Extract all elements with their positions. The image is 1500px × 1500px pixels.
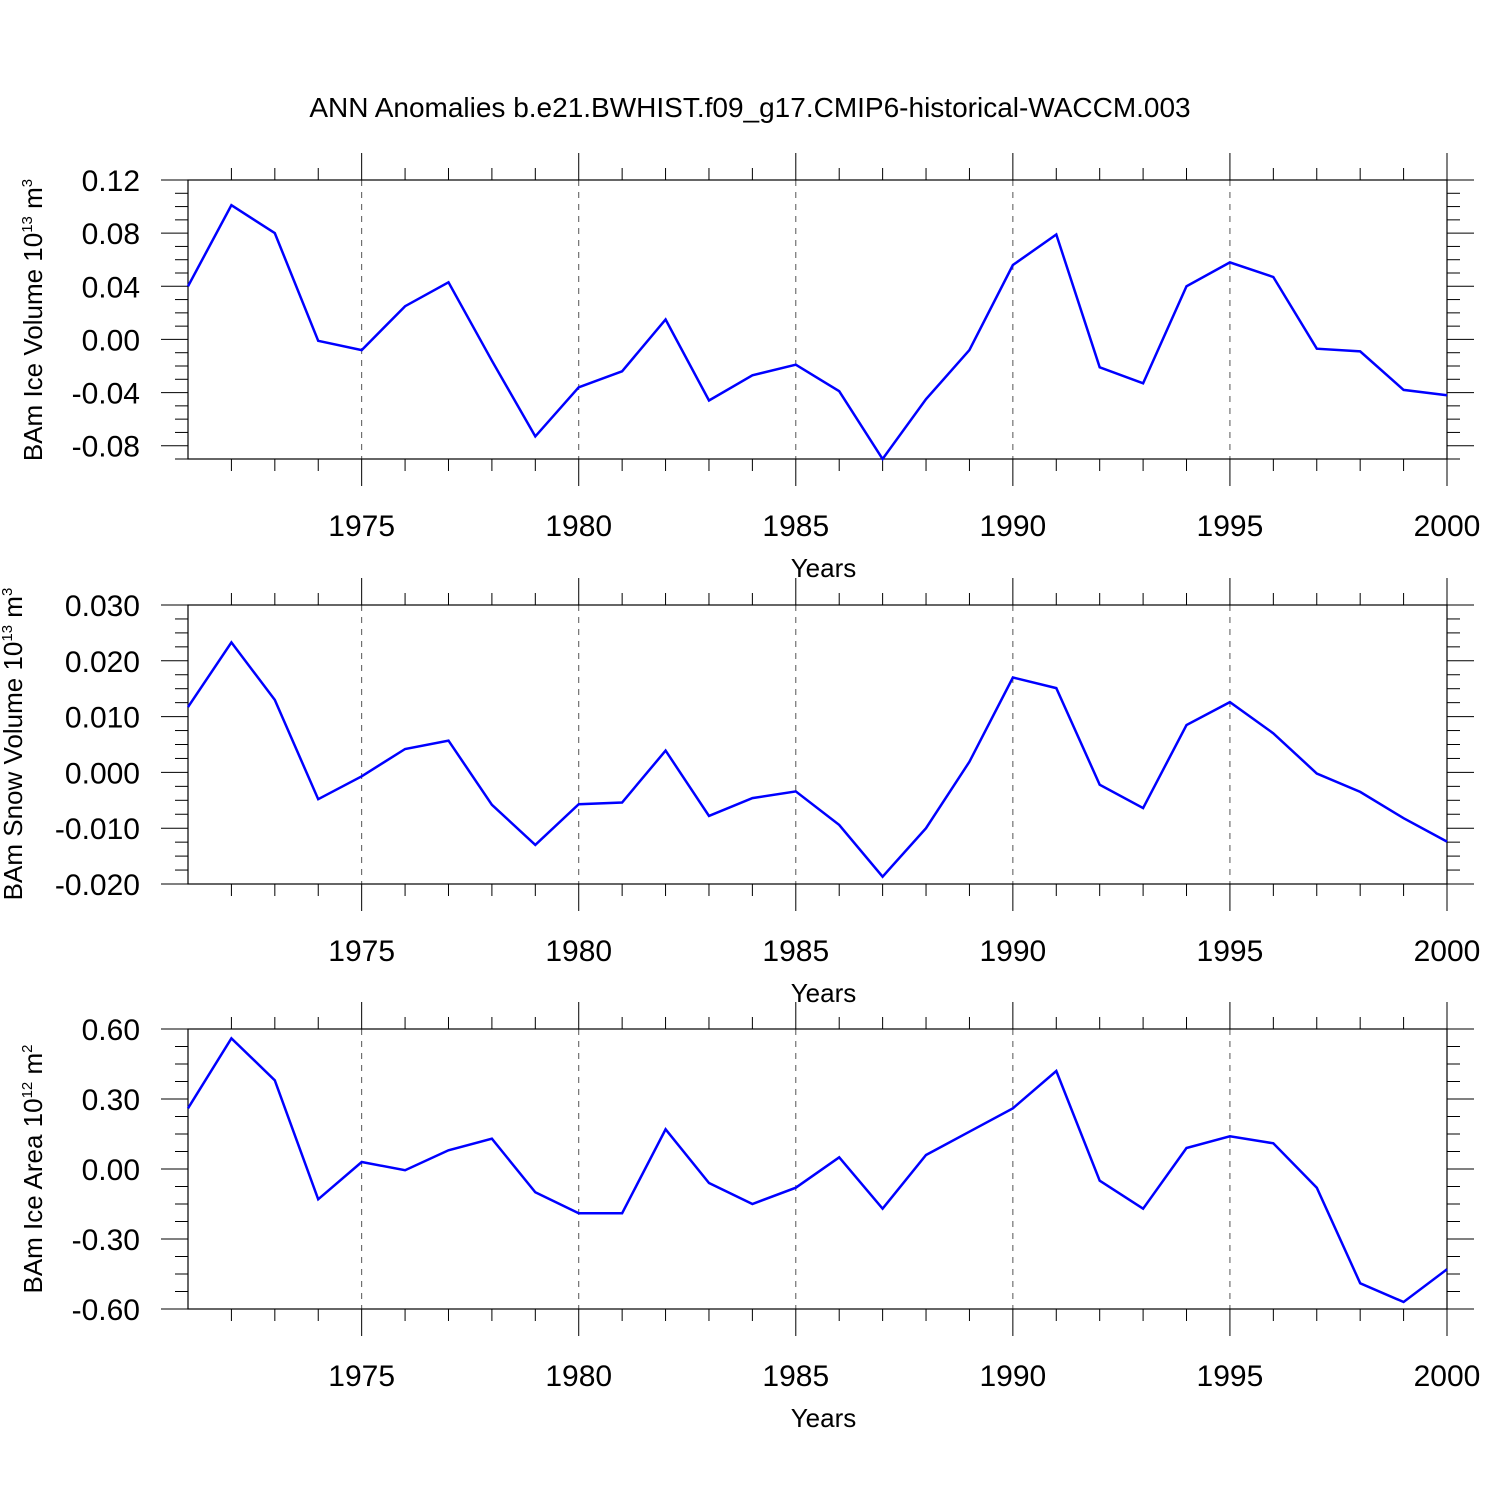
x-axis-label: Years xyxy=(791,1403,857,1433)
y-axis-label: BAm Snow Volume 1013 m3 xyxy=(0,588,28,901)
y-axis-label-exponent: 13 xyxy=(0,625,16,642)
x-tick-label: 1980 xyxy=(545,935,612,968)
y-tick-label: 0.30 xyxy=(82,1084,140,1117)
x-tick-label: 1995 xyxy=(1197,935,1264,968)
y-tick-label: 0.00 xyxy=(82,324,140,357)
y-tick-label: -0.08 xyxy=(72,431,140,464)
x-tick-label: 1985 xyxy=(762,1360,829,1393)
x-tick-label: 2000 xyxy=(1414,1360,1481,1393)
x-tick-label: 1980 xyxy=(545,510,612,543)
x-tick-label: 1985 xyxy=(762,935,829,968)
y-axis-label-text: BAm Ice Area 10 xyxy=(18,1098,48,1293)
y-axis-label-unit-exponent: 3 xyxy=(19,179,36,187)
y-axis-label-exponent: 13 xyxy=(19,216,36,233)
y-tick-label: -0.010 xyxy=(55,813,140,846)
x-tick-label: 1980 xyxy=(545,1360,612,1393)
y-tick-label: -0.30 xyxy=(72,1224,140,1257)
x-tick-label: 1975 xyxy=(328,1360,395,1393)
panel-snow-volume: 1975 1980 1985 1990 1995 2000 -0.020 -0.010 0.00… xyxy=(0,578,1480,1008)
x-tick-label: 1995 xyxy=(1197,510,1264,543)
y-axis-label: BAm Ice Area 1012 m2 xyxy=(18,1044,48,1293)
x-tick-label: 1985 xyxy=(762,510,829,543)
y-tick-label: 0.010 xyxy=(65,702,140,735)
y-tick-label: -0.04 xyxy=(72,378,140,411)
series-line xyxy=(186,1036,1448,1304)
y-axis-label: BAm Ice Volume 1013 m3 xyxy=(18,179,48,461)
x-tick-label: 1995 xyxy=(1197,1360,1264,1393)
y-axis-label-unit-exponent: 2 xyxy=(19,1044,36,1052)
x-tick-label: 1990 xyxy=(979,935,1046,968)
y-axis-label-text: BAm Ice Volume 10 xyxy=(18,233,48,461)
panel-ice-volume: 1975 1980 1985 1990 1995 2000 -0.08 -0.04 0.00 0.… xyxy=(18,153,1480,583)
y-axis-label-unit-exponent: 3 xyxy=(0,588,16,596)
plot-frame xyxy=(187,1028,1448,1310)
y-axis-label-text: BAm Snow Volume 10 xyxy=(0,642,28,901)
x-tick-label: 1975 xyxy=(328,935,395,968)
figure-title: ANN Anomalies b.e21.BWHIST.f09_g17.CMIP6… xyxy=(309,92,1190,123)
panel-ice-area: 1975 1980 1985 1990 1995 2000 -0.60 -0.30 0.00 0.… xyxy=(18,1002,1480,1433)
y-tick-label: 0.04 xyxy=(82,271,140,304)
y-axis-label-unit: m xyxy=(0,596,28,625)
x-tick-label: 1990 xyxy=(979,1360,1046,1393)
x-tick-label: 1975 xyxy=(328,510,395,543)
x-tick-label: 1990 xyxy=(979,510,1046,543)
series-line xyxy=(186,640,1448,879)
plot-frame xyxy=(187,604,1448,885)
y-tick-label: -0.60 xyxy=(72,1294,140,1327)
x-tick-label: 2000 xyxy=(1414,935,1481,968)
y-axis-label-exponent: 12 xyxy=(19,1082,36,1099)
plot-frame xyxy=(187,179,1448,460)
y-tick-label: 0.12 xyxy=(82,165,140,198)
y-tick-label: 0.08 xyxy=(82,218,140,251)
x-axis-label: Years xyxy=(791,978,857,1008)
x-axis-label: Years xyxy=(791,553,857,583)
y-tick-label: -0.020 xyxy=(55,869,140,902)
y-tick-label: 0.60 xyxy=(82,1014,140,1047)
x-tick-label: 2000 xyxy=(1414,510,1481,543)
series-line xyxy=(186,203,1448,462)
y-tick-label: 0.020 xyxy=(65,646,140,679)
y-tick-label: 0.00 xyxy=(82,1154,140,1187)
y-tick-label: 0.030 xyxy=(65,590,140,623)
y-axis-label-unit: m xyxy=(18,187,48,216)
y-tick-label: 0.000 xyxy=(65,757,140,790)
y-axis-label-unit: m xyxy=(18,1053,48,1082)
